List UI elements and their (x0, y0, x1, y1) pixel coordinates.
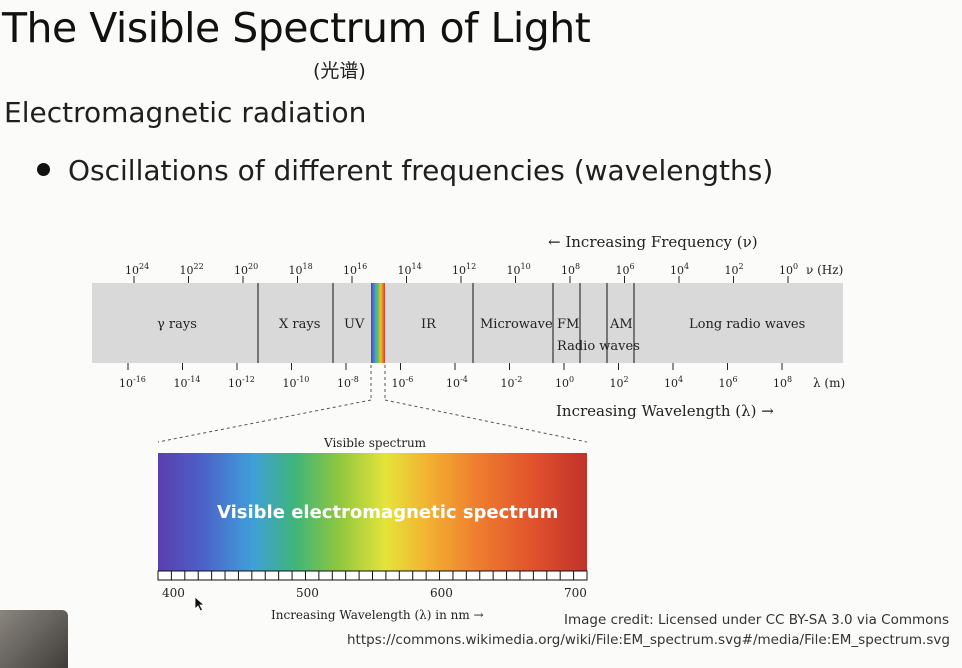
frequency-tick-label: 1024 (125, 262, 149, 277)
frequency-tick-label: 1014 (398, 262, 422, 277)
region-am: AM (609, 317, 633, 332)
frequency-axis-label: ← Increasing Frequency (ν) (548, 233, 758, 251)
frequency-unit: ν (Hz) (806, 263, 843, 277)
bullet-dot-icon (37, 162, 50, 176)
region-fm: FM (557, 317, 579, 332)
region-radio: Radio waves (557, 339, 640, 354)
frequency-tick-label: 102 (725, 262, 744, 277)
frequency-tick-label: 104 (670, 262, 689, 277)
region-gamma: γ rays (157, 317, 197, 332)
wavelength-tick-label: 10-2 (501, 375, 523, 390)
visible-tick-400: 400 (162, 586, 185, 600)
visible-axis-label: Increasing Wavelength (λ) in nm → (271, 608, 484, 622)
frequency-tick-label: 1018 (289, 262, 313, 277)
region-ir: IR (421, 317, 437, 332)
visible-tick-700: 700 (564, 586, 587, 600)
frequency-tick-label: 1022 (180, 262, 204, 277)
visible-ruler-ticks (157, 571, 588, 580)
frequency-tick-label: 1012 (452, 262, 476, 277)
wavelength-tick-label: 108 (773, 375, 792, 390)
wavelength-tick-label: 100 (555, 375, 574, 390)
frequency-tick-label: 100 (779, 262, 798, 277)
slide-subtitle: (光谱) (313, 60, 366, 82)
visible-spectrum-title: Visible spectrum (323, 436, 427, 450)
frequency-tick-label: 108 (561, 262, 580, 277)
wavelength-tick-label: 102 (610, 375, 629, 390)
frequency-tick-label: 1020 (234, 262, 258, 277)
wavelength-tick-label: 106 (719, 375, 738, 390)
bullet-item: Oscillations of different frequencies (w… (37, 154, 773, 187)
region-xray: X rays (279, 317, 320, 332)
webcam-thumbnail (0, 610, 68, 668)
region-long-radio: Long radio waves (689, 317, 805, 332)
frequency-ticks: 1024 1022 1020 1018 1016 1014 1012 1010 108 106 10… (125, 262, 798, 283)
region-dividers (257, 283, 635, 363)
wavelength-axis-label: Increasing Wavelength (λ) → (556, 402, 774, 420)
section-heading: Electromagnetic radiation (4, 96, 367, 129)
wavelength-ticks: 10-16 10-14 10-12 10-10 10-8 10-6 10-4 10-2 100 1… (119, 363, 792, 390)
wavelength-tick-label: 10-8 (337, 375, 359, 390)
arrow-cursor-icon (194, 596, 206, 616)
image-credit-url[interactable]: https://commons.wikimedia.org/wiki/File:… (347, 632, 950, 648)
visible-tick-500: 500 (296, 586, 319, 600)
frequency-tick-label: 1016 (343, 262, 367, 277)
visible-slit (371, 283, 385, 363)
image-credit: Image credit: Licensed under CC BY-SA 3.… (564, 612, 950, 628)
zoom-guides (157, 365, 588, 443)
region-microwave: Microwave (480, 317, 553, 332)
wavelength-tick-label: 104 (664, 375, 683, 390)
wavelength-tick-label: 10-4 (446, 375, 468, 390)
visible-spectrum-bar (158, 453, 587, 571)
region-uv: UV (344, 317, 365, 332)
wavelength-tick-label: 10-6 (392, 375, 414, 390)
frequency-tick-label: 106 (616, 262, 635, 277)
slide-title: The Visible Spectrum of Light (2, 4, 591, 52)
wavelength-unit: λ (m) (813, 376, 845, 390)
bullet-text: Oscillations of different frequencies (w… (68, 154, 774, 187)
visible-spectrum-label: Visible electromagnetic spectrum (217, 502, 558, 523)
wavelength-tick-label: 10-14 (174, 375, 201, 390)
wavelength-tick-label: 10-16 (119, 375, 146, 390)
visible-tick-600: 600 (430, 586, 453, 600)
em-band (92, 283, 843, 363)
wavelength-tick-label: 10-10 (283, 375, 310, 390)
wavelength-tick-label: 10-12 (228, 375, 255, 390)
frequency-tick-label: 1010 (507, 262, 531, 277)
